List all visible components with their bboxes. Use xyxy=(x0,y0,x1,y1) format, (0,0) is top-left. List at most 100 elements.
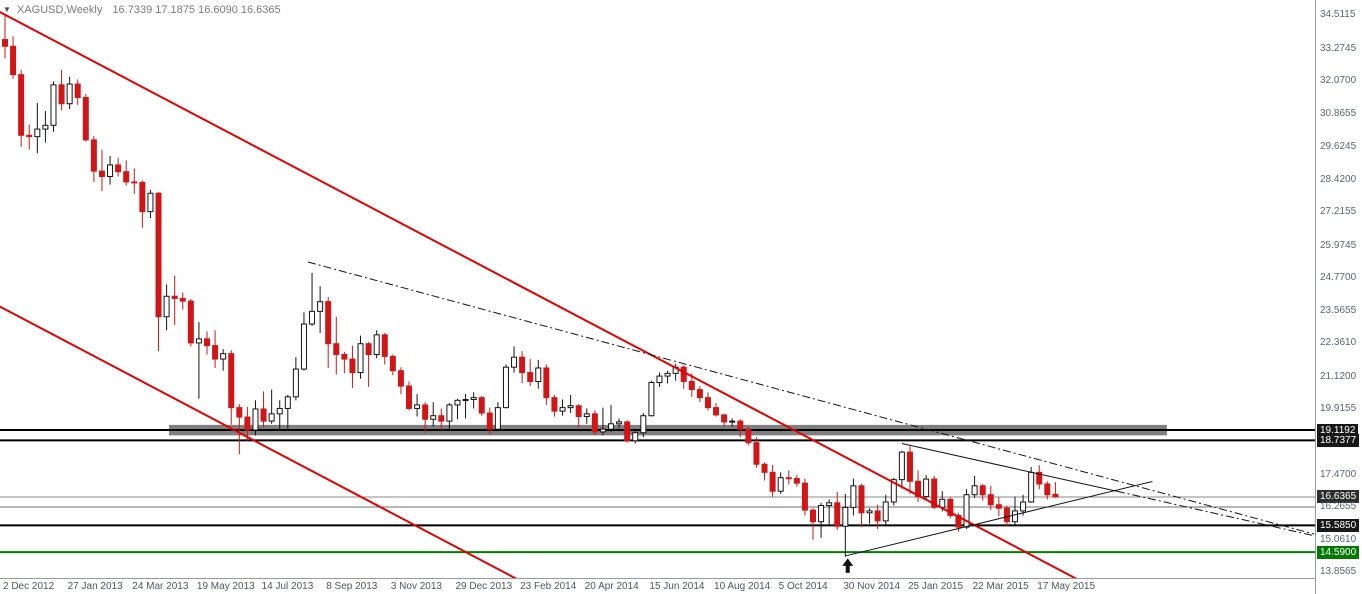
price-tick-23.5655: 23.5655 xyxy=(1320,304,1357,316)
candle-body xyxy=(26,134,33,138)
candle-body xyxy=(616,421,623,425)
time-tick-20-Apr-2014: 20 Apr 2014 xyxy=(584,581,639,592)
candle-body xyxy=(244,416,251,431)
candle-body xyxy=(2,39,8,47)
candle-body xyxy=(923,478,930,498)
candle-body xyxy=(704,397,711,409)
candle-body xyxy=(874,510,881,522)
triangle-support xyxy=(845,481,1153,557)
price-tick-25.9745: 25.9745 xyxy=(1320,239,1357,251)
candle-body xyxy=(882,501,889,522)
candle-body xyxy=(915,480,922,498)
candle-body xyxy=(753,442,760,465)
candle-body xyxy=(494,407,501,430)
candle-body xyxy=(971,485,978,496)
collapse-arrow-icon[interactable]: ▼ xyxy=(3,5,11,14)
candle-body xyxy=(357,343,364,374)
candle-body xyxy=(115,164,122,173)
candle-body xyxy=(123,171,130,183)
time-tick-23-Feb-2014: 23 Feb 2014 xyxy=(520,581,577,592)
candle-body xyxy=(850,485,857,508)
candle-body xyxy=(785,477,792,480)
candle-body xyxy=(438,415,445,422)
candle-body xyxy=(42,124,49,130)
candle-body xyxy=(171,295,178,299)
time-tick-17-May-2015: 17 May 2015 xyxy=(1037,581,1096,592)
candle-body xyxy=(648,382,655,417)
price-tick-15.5850: 15.5850 xyxy=(1317,518,1360,532)
candle-body xyxy=(656,375,663,384)
red-channel-lower xyxy=(0,305,518,578)
price-tick-15.0610: 15.0610 xyxy=(1320,533,1357,545)
time-tick-27-Jan-2013: 27 Jan 2013 xyxy=(67,581,123,592)
candle-body xyxy=(1012,510,1018,523)
candle-body xyxy=(890,479,897,503)
candle-body xyxy=(50,84,57,126)
candle-body xyxy=(866,510,873,514)
time-tick-25-Jan-2015: 25 Jan 2015 xyxy=(907,581,964,592)
symbol-timeframe-label: XAGUSD,Weekly xyxy=(17,4,103,16)
candle-body xyxy=(252,408,259,431)
candle-body xyxy=(389,355,396,372)
candle-body xyxy=(18,74,25,136)
candle-body xyxy=(624,421,631,442)
price-tick-16.6365: 16.6365 xyxy=(1317,490,1360,504)
candle-body xyxy=(608,423,614,430)
candle-body xyxy=(187,300,194,344)
price-tick-29.6245: 29.6245 xyxy=(1320,141,1357,153)
candle-body xyxy=(826,502,833,507)
candle-body xyxy=(858,485,865,514)
time-tick-5-Oct-2014: 5 Oct 2014 xyxy=(778,581,828,592)
candle-body xyxy=(664,372,671,377)
triangle-resistance-extension xyxy=(1116,490,1315,537)
time-tick-2-Dec-2012: 2 Dec 2012 xyxy=(3,581,55,592)
time-tick-22-Mar-2015: 22 Mar 2015 xyxy=(972,581,1029,592)
candle-body xyxy=(66,83,73,105)
candle-body xyxy=(446,404,453,422)
price-tick-28.4200: 28.4200 xyxy=(1320,173,1357,185)
candle-body xyxy=(898,451,905,481)
candle-body xyxy=(195,338,202,344)
candle-body xyxy=(268,413,275,422)
time-tick-19-May-2013: 19 May 2013 xyxy=(196,581,255,592)
candle-body xyxy=(721,414,728,423)
candle-body xyxy=(834,502,841,527)
price-tick-16.2655: 16.2655 xyxy=(1320,501,1357,513)
price-tick-18.7377: 18.7377 xyxy=(1317,433,1360,447)
candle-body xyxy=(769,471,776,492)
candle-body xyxy=(931,478,938,508)
candle-body xyxy=(462,399,469,402)
candle-body xyxy=(801,482,808,511)
candle-body xyxy=(535,367,542,382)
candle-body xyxy=(1036,471,1043,485)
candle-body xyxy=(292,368,299,398)
price-axis[interactable]: 34.5115 33.2745 32.0700 30.8655 29.6245 28.42… xyxy=(1315,0,1362,594)
candle-body xyxy=(761,463,768,473)
candle-body xyxy=(406,385,412,409)
candle-body xyxy=(74,83,81,99)
time-tick-30-Nov-2014: 30 Nov 2014 xyxy=(843,581,901,592)
time-tick-10-Aug-2014: 10 Aug 2014 xyxy=(714,581,771,592)
candle-body xyxy=(1044,483,1051,496)
candle-body xyxy=(567,405,574,409)
candle-body xyxy=(397,370,404,387)
candle-body xyxy=(58,84,65,105)
candle-body xyxy=(82,97,89,141)
candle-body xyxy=(632,432,639,442)
candle-body xyxy=(688,380,695,391)
triangle-resistance xyxy=(901,443,1117,492)
time-tick-14-Jul-2013: 14 Jul 2013 xyxy=(261,581,314,592)
candle-body xyxy=(519,356,526,374)
time-axis[interactable]: 2 Dec 2012 27 Jan 2013 24 Mar 2013 19 May 2… xyxy=(0,578,1315,594)
candle-body xyxy=(381,334,388,357)
price-tick-34.5115: 34.5115 xyxy=(1320,9,1356,21)
candle-body xyxy=(1052,493,1059,498)
candle-body xyxy=(373,334,380,356)
candle-body xyxy=(341,354,348,360)
candle-body xyxy=(979,485,986,496)
candlestick-chart[interactable] xyxy=(0,0,1315,578)
candle-body xyxy=(284,396,291,409)
candle-body xyxy=(955,514,962,528)
candle-body xyxy=(737,420,744,430)
candle-body xyxy=(430,415,437,420)
